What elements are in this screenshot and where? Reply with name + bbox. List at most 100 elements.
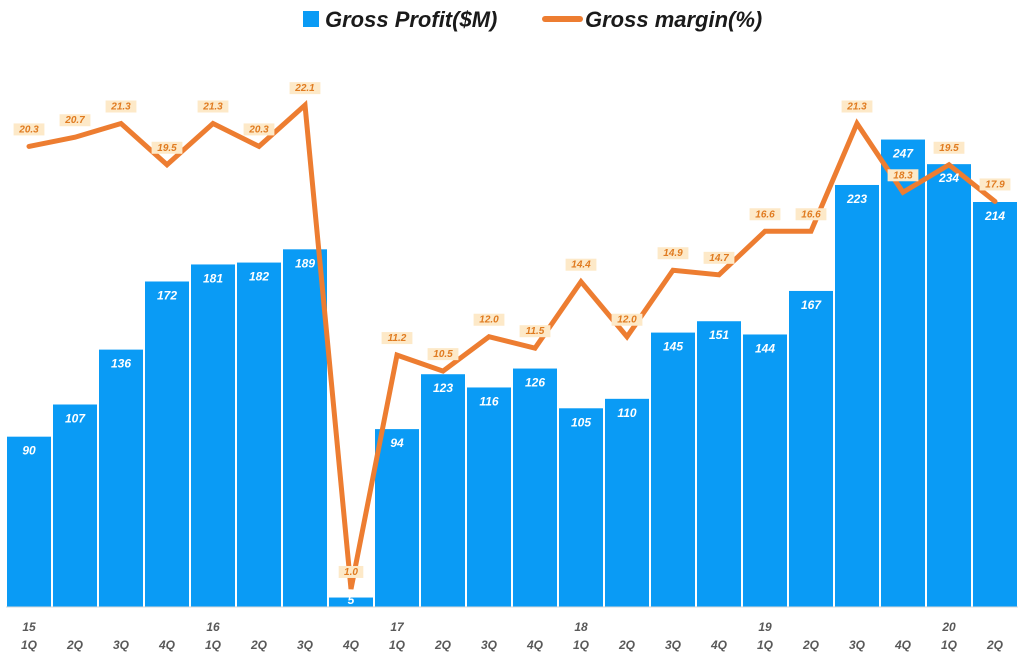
margin-value-label: 19.5 bbox=[157, 143, 177, 154]
bar-value-label: 94 bbox=[390, 436, 404, 450]
margin-value-label: 20.3 bbox=[248, 124, 269, 135]
bar-value-label: 247 bbox=[892, 147, 914, 161]
bar bbox=[329, 597, 373, 607]
margin-value-label: 14.4 bbox=[571, 260, 591, 271]
x-tick-quarter: 3Q bbox=[849, 638, 866, 652]
margin-value-label: 20.3 bbox=[18, 124, 39, 135]
x-tick-quarter: 2Q bbox=[802, 638, 820, 652]
margin-label-bg bbox=[519, 325, 551, 338]
margin-label-bg bbox=[427, 348, 459, 361]
bar bbox=[7, 436, 51, 607]
margin-value-label: 12.0 bbox=[479, 315, 499, 326]
margin-label-bg bbox=[105, 100, 137, 113]
x-tick-quarter: 2Q bbox=[434, 638, 452, 652]
bar-value-label: 181 bbox=[203, 271, 223, 285]
bar bbox=[237, 262, 281, 607]
x-tick-quarter: 3Q bbox=[481, 638, 498, 652]
margin-value-label: 11.2 bbox=[388, 333, 407, 344]
bar-value-label: 5 bbox=[348, 593, 355, 607]
bar bbox=[881, 139, 925, 608]
bar-value-label: 90 bbox=[22, 444, 36, 458]
margin-label-bg bbox=[473, 313, 505, 326]
margin-label-bg bbox=[565, 258, 597, 271]
x-tick-year: 17 bbox=[390, 620, 405, 634]
margin-label-bg bbox=[887, 169, 919, 182]
bar bbox=[651, 332, 695, 607]
margin-value-label: 14.9 bbox=[663, 248, 683, 259]
x-tick-quarter: 1Q bbox=[941, 638, 958, 652]
x-tick-year: 19 bbox=[758, 620, 772, 634]
bar bbox=[973, 202, 1017, 607]
margin-label-bg bbox=[59, 114, 91, 127]
margin-value-label: 16.6 bbox=[801, 209, 821, 220]
margin-value-label: 20.7 bbox=[64, 115, 85, 126]
bar-value-label: 107 bbox=[65, 412, 86, 426]
bar bbox=[559, 408, 603, 607]
margin-label-bg bbox=[703, 251, 735, 264]
x-tick-quarter: 4Q bbox=[710, 638, 728, 652]
margin-value-label: 10.5 bbox=[433, 349, 453, 360]
bar-data-labels: 90 107 136 172 181 182 189 5 94 123 116 126 105 110 14… bbox=[22, 147, 1005, 607]
bar bbox=[513, 368, 557, 607]
margin-label-bg bbox=[979, 178, 1011, 191]
line-data-labels: 20.3 20.7 21.3 19.5 21.3 20.3 22.1 1.0 11.2 10.5 1… bbox=[13, 82, 1011, 578]
bar bbox=[467, 387, 511, 607]
margin-value-label: 19.5 bbox=[939, 143, 959, 154]
bar-value-label: 126 bbox=[525, 376, 545, 390]
x-tick-quarter: 2Q bbox=[66, 638, 84, 652]
bar bbox=[99, 349, 143, 607]
margin-label-bg bbox=[13, 123, 45, 136]
x-tick-quarter: 1Q bbox=[573, 638, 590, 652]
margin-value-label: 11.5 bbox=[526, 326, 545, 337]
margin-label-bg bbox=[795, 208, 827, 221]
legend-swatch-bar bbox=[303, 11, 319, 27]
x-tick-quarter: 3Q bbox=[297, 638, 314, 652]
bar bbox=[375, 429, 419, 607]
x-tick-quarter: 1Q bbox=[205, 638, 222, 652]
bar bbox=[53, 404, 97, 607]
x-tick-quarter: 2Q bbox=[986, 638, 1004, 652]
margin-label-bg bbox=[657, 247, 689, 260]
x-tick-year: 15 bbox=[22, 620, 36, 634]
bar bbox=[283, 249, 327, 607]
x-tick-quarter: 1Q bbox=[757, 638, 774, 652]
legend-label-gross-margin: Gross margin(%) bbox=[585, 7, 762, 32]
margin-label-bg bbox=[749, 208, 781, 221]
bar bbox=[605, 398, 649, 607]
margin-label-bg bbox=[151, 141, 183, 154]
margin-value-label: 22.1 bbox=[294, 83, 315, 94]
margin-label-bg bbox=[338, 565, 364, 578]
bar bbox=[145, 281, 189, 607]
legend-label-gross-profit: Gross Profit($M) bbox=[325, 7, 497, 32]
bar-value-label: 136 bbox=[111, 357, 131, 371]
x-tick-quarter: 4Q bbox=[342, 638, 360, 652]
bar-value-label: 172 bbox=[157, 288, 177, 302]
margin-label-bg bbox=[381, 332, 413, 345]
margin-label-bg bbox=[841, 100, 873, 113]
bar bbox=[743, 334, 787, 607]
bar bbox=[697, 321, 741, 607]
x-tick-quarter: 3Q bbox=[113, 638, 130, 652]
bar-value-label: 151 bbox=[709, 328, 729, 342]
x-tick-quarter: 2Q bbox=[618, 638, 636, 652]
margin-value-label: 1.0 bbox=[344, 567, 358, 578]
bar bbox=[835, 184, 879, 607]
gross-margin-line bbox=[26, 99, 998, 590]
bar-value-label: 167 bbox=[801, 298, 822, 312]
x-tick-quarter: 1Q bbox=[21, 638, 38, 652]
x-tick-year: 18 bbox=[574, 620, 588, 634]
margin-label-bg bbox=[197, 100, 229, 113]
x-tick-quarter: 2Q bbox=[250, 638, 268, 652]
margin-label-bg bbox=[933, 141, 965, 154]
bar-value-label: 234 bbox=[938, 171, 959, 185]
bar-value-label: 144 bbox=[755, 341, 775, 355]
margin-value-label: 21.3 bbox=[110, 101, 131, 112]
bar bbox=[789, 290, 833, 607]
margin-label-bg bbox=[611, 313, 643, 326]
x-tick-quarter: 4Q bbox=[894, 638, 912, 652]
x-tick-quarter: 4Q bbox=[158, 638, 176, 652]
bar bbox=[927, 164, 971, 607]
bar-value-label: 116 bbox=[479, 394, 498, 408]
bar-value-label: 145 bbox=[663, 340, 683, 354]
